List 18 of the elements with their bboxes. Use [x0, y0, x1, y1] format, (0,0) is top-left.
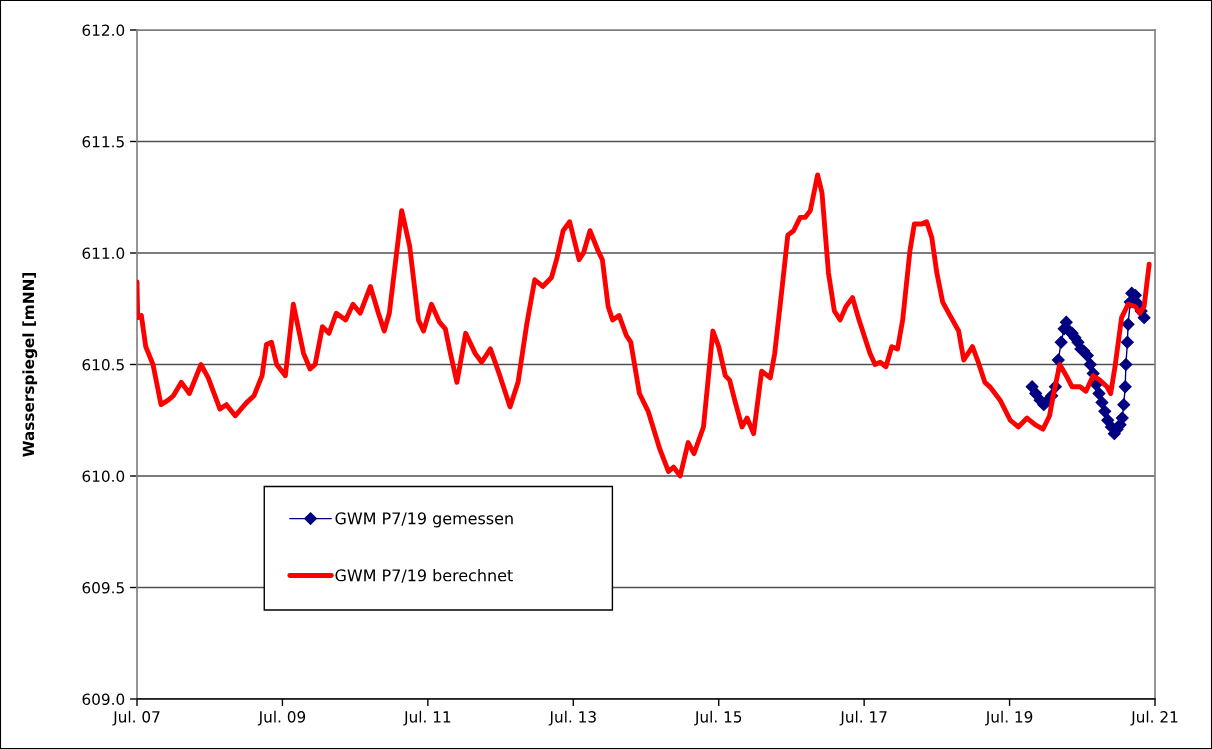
legend-label: GWM P7/19 berechnet [335, 569, 513, 583]
legend-label: GWM P7/19 gemessen [335, 512, 513, 528]
x-tick-label: Jul. 11 [403, 710, 451, 726]
x-tick-label: Jul. 21 [1130, 710, 1178, 726]
x-tick-label: Jul. 17 [839, 710, 887, 726]
y-tick-label: 609.0 [82, 693, 125, 706]
y-tick-label: 609.5 [82, 581, 124, 594]
x-tick-label: Jul. 09 [257, 710, 306, 726]
y-tick-label: 611.0 [82, 247, 125, 260]
y-tick-label: 611.5 [82, 135, 124, 148]
y-tick-label: 610.5 [82, 358, 124, 371]
x-tick-label: Jul. 13 [548, 710, 596, 726]
x-tick-label: Jul. 15 [694, 710, 742, 726]
y-axis-title: Wasserspiegel [mNN] [22, 273, 38, 457]
y-tick-label: 612.0 [82, 24, 125, 37]
y-tick-label: 610.0 [82, 470, 125, 483]
x-tick-label: Jul. 07 [112, 710, 160, 726]
x-tick-label: Jul. 19 [984, 710, 1033, 726]
